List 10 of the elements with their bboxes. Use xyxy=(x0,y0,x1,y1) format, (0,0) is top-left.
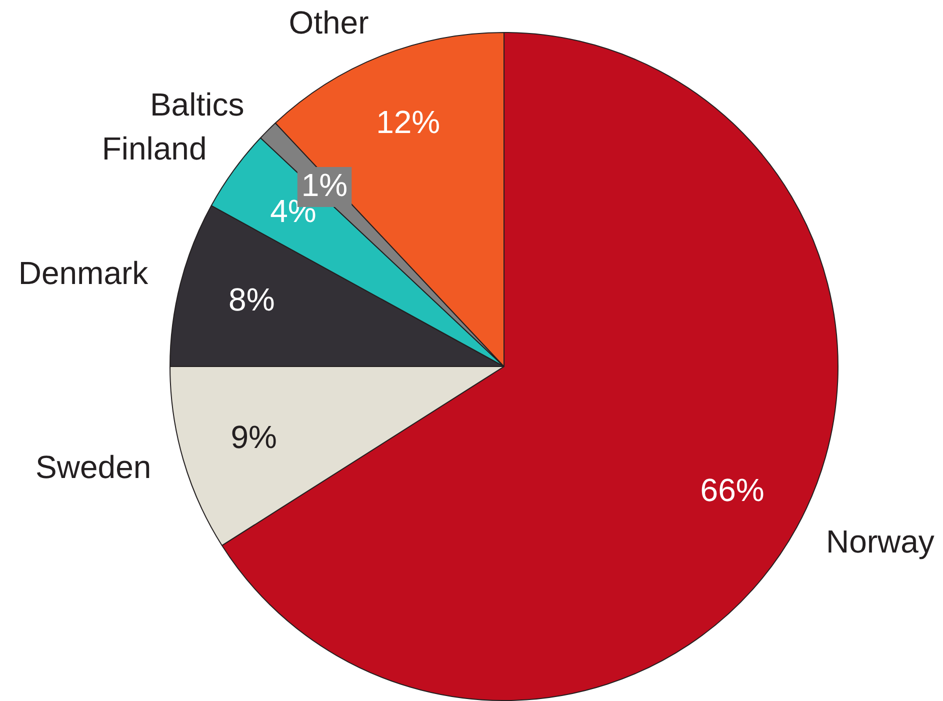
slice-label: Norway xyxy=(826,523,934,560)
slice-label: Finland xyxy=(102,130,207,166)
data-label: 8% xyxy=(228,282,275,318)
slice-label: Other xyxy=(288,4,370,41)
slice-label: Baltics xyxy=(150,86,244,123)
slice-label: Sweden xyxy=(36,448,152,485)
data-label: 66% xyxy=(700,472,764,508)
data-label: 9% xyxy=(230,419,277,456)
slice-label: Denmark xyxy=(18,254,150,291)
data-label: 12% xyxy=(376,104,440,140)
